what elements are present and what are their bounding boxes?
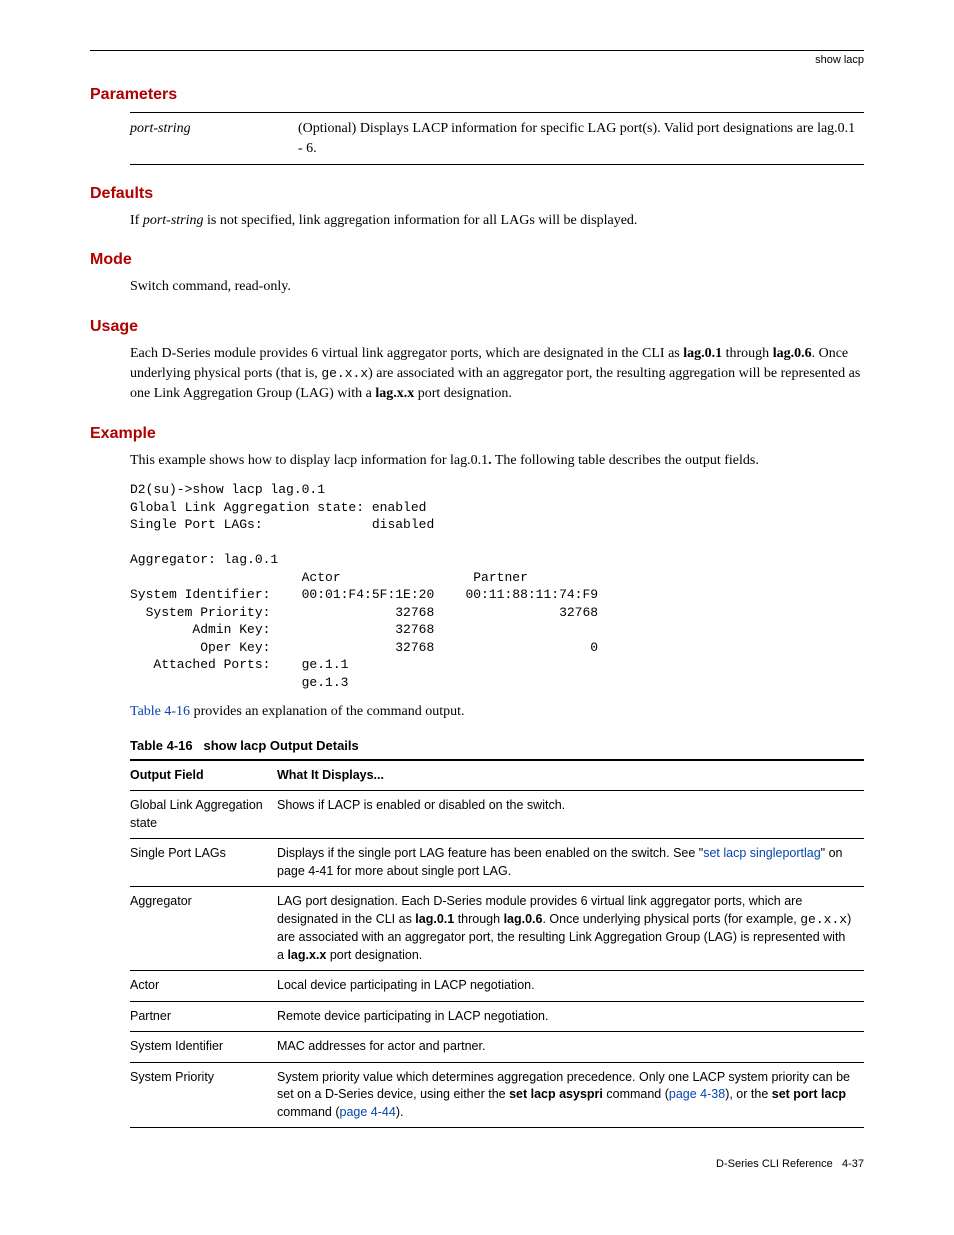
xref-link[interactable]: page 4-38 — [669, 1087, 725, 1101]
table-row: ActorLocal device participating in LACP … — [130, 971, 864, 1002]
text-run: ), or the — [725, 1087, 772, 1101]
text-run: ge.x.x — [800, 912, 847, 927]
footer: D-Series CLI Reference 4-37 — [90, 1158, 864, 1170]
footer-page-number: 4-37 — [842, 1158, 864, 1170]
usage-b1: lag.0.1 — [683, 346, 722, 361]
output-field-cell: Aggregator — [130, 887, 277, 971]
text-run: lag.0.1 — [415, 912, 454, 926]
output-details-table: Output Field What It Displays... Global … — [130, 759, 864, 1128]
output-field-cell: Global Link Aggregation state — [130, 791, 277, 839]
table-caption-num: Table 4-16 — [130, 738, 193, 753]
usage-mono: ge.x.x — [321, 366, 368, 381]
usage-end: port designation. — [414, 386, 512, 401]
defaults-text: If port-string is not specified, link ag… — [130, 211, 864, 231]
output-field-cell: Actor — [130, 971, 277, 1002]
example-after-code: Table 4-16 provides an explanation of th… — [130, 702, 864, 722]
text-run: Shows if LACP is enabled or disabled on … — [277, 798, 565, 812]
heading-parameters: Parameters — [90, 86, 864, 104]
heading-example: Example — [90, 425, 864, 443]
table-row: Single Port LAGsDisplays if the single p… — [130, 839, 864, 887]
example-intro-a: This example shows how to display lacp i… — [130, 453, 488, 468]
output-desc-cell: MAC addresses for actor and partner. — [277, 1032, 864, 1063]
output-field-cell: System Priority — [130, 1062, 277, 1128]
example-intro: This example shows how to display lacp i… — [130, 451, 864, 471]
mode-text: Switch command, read-only. — [130, 277, 864, 297]
heading-usage: Usage — [90, 318, 864, 336]
output-desc-cell: Remote device participating in LACP nego… — [277, 1001, 864, 1032]
xref-link[interactable]: page 4-44 — [340, 1105, 396, 1119]
output-desc-cell: LAG port designation. Each D-Series modu… — [277, 887, 864, 971]
output-field-cell: Single Port LAGs — [130, 839, 277, 887]
text-run: . Once underlying physical ports (for ex… — [542, 912, 800, 926]
example-intro-b2: The following table describes the output… — [492, 453, 759, 468]
output-field-cell: System Identifier — [130, 1032, 277, 1063]
heading-defaults: Defaults — [90, 185, 864, 203]
output-desc-cell: System priority value which determines a… — [277, 1062, 864, 1128]
text-run: Displays if the single port LAG feature … — [277, 846, 703, 860]
output-desc-cell: Displays if the single port LAG feature … — [277, 839, 864, 887]
heading-mode: Mode — [90, 251, 864, 269]
text-run: set port lacp — [772, 1087, 846, 1101]
text-run: lag.x.x — [287, 948, 326, 962]
after-code-rest: provides an explanation of the command o… — [190, 704, 465, 719]
table-row: AggregatorLAG port designation. Each D-S… — [130, 887, 864, 971]
text-run: through — [454, 912, 503, 926]
text-run: ). — [396, 1105, 404, 1119]
text-run: Remote device participating in LACP nego… — [277, 1009, 548, 1023]
header-right: show lacp — [90, 54, 864, 66]
text-run: lag.0.6 — [504, 912, 543, 926]
param-name: port-string — [130, 113, 298, 165]
usage-b2: lag.0.6 — [773, 346, 812, 361]
usage-p1: Each D-Series module provides 6 virtual … — [130, 346, 683, 361]
table-caption-title: show lacp Output Details — [203, 738, 358, 753]
table-caption: Table 4-16 show lacp Output Details — [130, 738, 864, 753]
usage-text: Each D-Series module provides 6 virtual … — [130, 344, 864, 405]
text-run: command ( — [603, 1087, 669, 1101]
table-row: Global Link Aggregation stateShows if LA… — [130, 791, 864, 839]
table-row: PartnerRemote device participating in LA… — [130, 1001, 864, 1032]
xref-link[interactable]: set lacp singleportlag — [703, 846, 820, 860]
text-run: command ( — [277, 1105, 340, 1119]
table-row: System PrioritySystem priority value whi… — [130, 1062, 864, 1128]
footer-doc-title: D-Series CLI Reference — [716, 1158, 833, 1170]
table-row: System IdentifierMAC addresses for actor… — [130, 1032, 864, 1063]
usage-b3: lag.x.x — [375, 386, 414, 401]
text-run: set lacp asyspri — [509, 1087, 603, 1101]
output-desc-cell: Shows if LACP is enabled or disabled on … — [277, 791, 864, 839]
parameters-table: port-string (Optional) Displays LACP inf… — [130, 112, 864, 165]
text-run: MAC addresses for actor and partner. — [277, 1039, 485, 1053]
col-output-field: Output Field — [130, 760, 277, 791]
param-desc: (Optional) Displays LACP information for… — [298, 113, 864, 165]
usage-mid1: through — [722, 346, 773, 361]
table-ref-link[interactable]: Table 4-16 — [130, 704, 190, 719]
defaults-pre: If — [130, 213, 143, 228]
col-what-displays: What It Displays... — [277, 760, 864, 791]
text-run: Local device participating in LACP negot… — [277, 978, 535, 992]
output-desc-cell: Local device participating in LACP negot… — [277, 971, 864, 1002]
output-field-cell: Partner — [130, 1001, 277, 1032]
defaults-post: is not specified, link aggregation infor… — [204, 213, 638, 228]
example-code: D2(su)->show lacp lag.0.1 Global Link Ag… — [130, 481, 864, 692]
defaults-ital: port-string — [143, 213, 204, 228]
text-run: port designation. — [326, 948, 422, 962]
